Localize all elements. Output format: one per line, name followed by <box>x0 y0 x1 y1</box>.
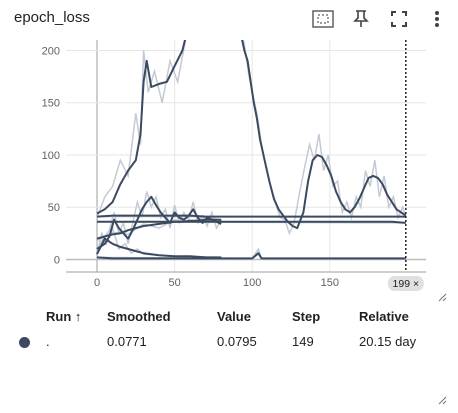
more-options-button[interactable] <box>424 6 450 32</box>
run-color-swatch <box>19 337 30 348</box>
cell-step: 149 <box>292 334 314 349</box>
header-run[interactable]: Run ↑ <box>46 309 82 324</box>
y-tick-label: 200 <box>42 45 60 57</box>
more-vert-icon <box>435 11 439 27</box>
pin-button[interactable] <box>348 6 374 32</box>
series-group <box>96 36 407 260</box>
table-row: . 0.0771 0.0795 149 20.15 day <box>0 331 458 353</box>
smoothed-series-line[interactable] <box>96 252 406 260</box>
resize-grip-icon <box>438 396 447 405</box>
card-toolbar <box>310 6 450 32</box>
smoothed-series-line[interactable] <box>96 214 406 218</box>
resize-grip-icon <box>438 293 447 302</box>
header-smoothed[interactable]: Smoothed <box>107 309 171 324</box>
y-tick-label: 150 <box>42 98 60 110</box>
table-header: Run ↑ Smoothed Value Step Relative <box>0 306 458 328</box>
fit-domain-icon <box>312 10 334 28</box>
smoothed-series-line[interactable] <box>96 237 222 259</box>
resize-handle-table[interactable] <box>437 395 447 405</box>
y-tick-label: 50 <box>48 202 60 214</box>
header-relative[interactable]: Relative <box>359 309 409 324</box>
pin-icon <box>353 10 369 27</box>
card-title: epoch_loss <box>14 9 90 26</box>
line-chart[interactable]: 0 50 100 150 0 50 100 150 200 199 × <box>0 36 458 296</box>
header-step[interactable]: Step <box>292 309 321 324</box>
x-tick-label: 0 <box>94 277 100 289</box>
fit-domain-button[interactable] <box>310 6 336 32</box>
y-tick-label: 0 <box>54 254 60 266</box>
header-value[interactable]: Value <box>217 309 251 324</box>
cursor-step-label: 199 × <box>393 278 420 290</box>
resize-handle-chart[interactable] <box>437 292 447 302</box>
smoothed-series-line[interactable] <box>237 36 407 230</box>
cell-smoothed: 0.0771 <box>107 334 147 349</box>
data-table: Run ↑ Smoothed Value Step Relative . 0.0… <box>0 306 458 353</box>
fullscreen-icon <box>391 11 407 27</box>
cell-value: 0.0795 <box>217 334 257 349</box>
smoothed-series-line[interactable] <box>96 36 196 215</box>
x-tick-label: 50 <box>168 277 180 289</box>
x-tick-label: 100 <box>243 277 261 289</box>
x-tick-label: 150 <box>321 277 339 289</box>
smoothed-series-line[interactable] <box>96 195 222 250</box>
cell-relative: 20.15 day <box>359 334 417 349</box>
cell-run: . <box>46 334 50 349</box>
cursor-step-badge[interactable] <box>387 276 424 291</box>
raw-series-line <box>242 40 407 236</box>
smoothed-series-line[interactable] <box>97 220 406 224</box>
y-tick-label: 100 <box>42 150 60 162</box>
fullscreen-button[interactable] <box>386 6 412 32</box>
